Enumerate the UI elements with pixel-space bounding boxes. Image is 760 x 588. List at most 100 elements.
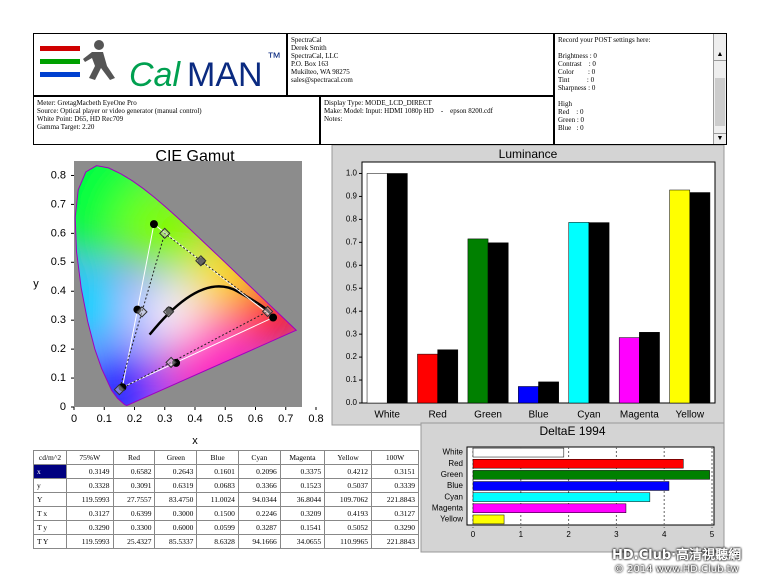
target-point [165,356,177,369]
logo-bar [40,46,80,51]
table-cell[interactable]: 94.1666 [237,534,281,549]
bar [487,242,509,404]
meter-box: Meter: GretagMacbeth EyeOne Pro Source: O… [33,96,320,145]
table-cell[interactable]: cd/m^2 [33,450,67,465]
bar [472,447,565,458]
table-cell[interactable]: 0.6399 [112,506,156,521]
table-cell[interactable]: 27.7557 [112,492,156,507]
table-cell[interactable]: 0.2643 [154,464,198,479]
table-cell[interactable]: 0.3127 [66,506,114,521]
table-cell[interactable]: 0.3151 [371,464,419,479]
table-cell[interactable]: y [33,478,67,493]
table-cell[interactable]: 0.2096 [237,464,281,479]
table-cell[interactable]: 110.9965 [324,534,373,549]
table-cell[interactable]: 0.3290 [371,520,419,535]
bar [472,514,505,525]
table-cell[interactable]: Red [112,450,156,465]
table-cell[interactable]: 0.3366 [237,478,281,493]
table-cell[interactable]: 0.3290 [66,520,114,535]
table-cell[interactable]: 0.3339 [371,478,419,493]
brand: HD.Club [612,548,672,563]
table-cell[interactable]: 0.3300 [112,520,156,535]
y-tick-label: 0.4 [346,306,358,315]
table-cell[interactable]: 221.8843 [371,534,419,549]
chart-title: DeltaE 1994 [539,424,605,438]
scroll-up[interactable]: ▲ [714,50,726,61]
text-line: P.O. Box 163 [291,60,329,68]
post-box: ▲ ▼ Record your POST settings here: Brigh… [554,33,727,145]
y-tick-label: 0.2 [346,352,358,361]
table-cell[interactable]: 0.1523 [279,478,326,493]
bar [568,222,590,404]
table-cell[interactable]: 0.3209 [279,506,326,521]
table-cell[interactable]: 119.5993 [66,492,114,507]
y-tick-label: 0.4 [51,285,66,297]
table-cell[interactable]: 25.4327 [112,534,156,549]
table-cell[interactable]: T x [33,506,67,521]
table-cell[interactable]: 0.1541 [279,520,326,535]
y-tick-label: Red [448,459,463,468]
table-cell[interactable]: 0.3091 [112,478,156,493]
tagline: ·高清視聽網 [671,548,742,563]
text-line: SpectraCal, LLC [291,52,339,60]
table-cell[interactable]: 0.3287 [237,520,281,535]
table-cell[interactable]: 0.3375 [279,464,326,479]
table-cell[interactable]: 85.5337 [154,534,198,549]
table-cell[interactable]: 0.4193 [324,506,373,521]
table-cell[interactable]: 0.6582 [112,464,156,479]
watermark-brand: HD.Club·高清視聽網 [612,544,741,563]
scroll-thumb[interactable] [715,78,725,126]
table-cell[interactable]: 11.0024 [196,492,239,507]
table-cell[interactable]: 0.6000 [154,520,198,535]
table-cell[interactable]: Cyan [237,450,281,465]
text-line: Red : 0 [558,108,584,116]
table-cell[interactable]: 83.4750 [154,492,198,507]
target-point [162,306,175,318]
table-cell[interactable]: Green [154,450,198,465]
table-cell[interactable]: T y [33,520,67,535]
text-line: Tint : 0 [558,76,595,84]
measured-point [269,313,278,322]
table-cell[interactable]: Yellow [324,450,373,465]
table-cell[interactable]: 100W [371,450,419,465]
text-line: Gamma Target: 2.20 [37,123,95,131]
scroll-down[interactable]: ▼ [714,133,726,144]
x-tick-label: Red [428,410,446,421]
table-cell[interactable]: 0.3127 [371,506,419,521]
table-cell[interactable]: 8.6328 [196,534,239,549]
text-line: Display Type: MODE_LCD_DIRECT [324,99,432,107]
table-cell[interactable]: 36.8044 [279,492,326,507]
table-cell[interactable]: 0.1601 [196,464,239,479]
table-cell[interactable]: 0.1500 [196,506,239,521]
table-cell[interactable]: 0.3149 [66,464,114,479]
table-cell[interactable]: 0.0683 [196,478,239,493]
table-cell[interactable]: 221.8843 [371,492,419,507]
table-cell[interactable]: 0.2246 [237,506,281,521]
table-cell[interactable]: 0.5052 [324,520,373,535]
table-cell[interactable]: 94.0344 [237,492,281,507]
x-tick-label: 0.4 [187,413,202,425]
table-cell[interactable]: Y [33,492,67,507]
scrollbar[interactable]: ▲ ▼ [713,34,726,144]
bar [618,337,640,404]
table-cell[interactable]: 0.5037 [324,478,373,493]
table-row: T x 0.3127 0.6399 0.3000 0.1500 0.2246 0.3209 0… [33,506,419,521]
table-cell[interactable]: 0.0599 [196,520,239,535]
table-cell[interactable]: 0.4212 [324,464,373,479]
table-cell[interactable]: 34.0655 [279,534,326,549]
table-cell[interactable]: 75%W [66,450,114,465]
table-cell[interactable]: 119.5993 [66,534,114,549]
locus-outline [74,165,298,407]
table-cell[interactable]: 0.3328 [66,478,114,493]
target-point [159,227,171,240]
text-line: Notes: [324,115,343,123]
table-cell[interactable]: 109.7062 [324,492,373,507]
table-cell[interactable]: 0.6319 [154,478,198,493]
table-cell[interactable]: Magenta [279,450,326,465]
table-cell[interactable]: x [33,464,67,479]
table-cell[interactable]: T Y [33,534,67,549]
y-tick-label: 0.8 [346,214,358,223]
bar [366,173,388,404]
table-cell[interactable]: 0.3000 [154,506,198,521]
table-cell[interactable]: Blue [196,450,239,465]
